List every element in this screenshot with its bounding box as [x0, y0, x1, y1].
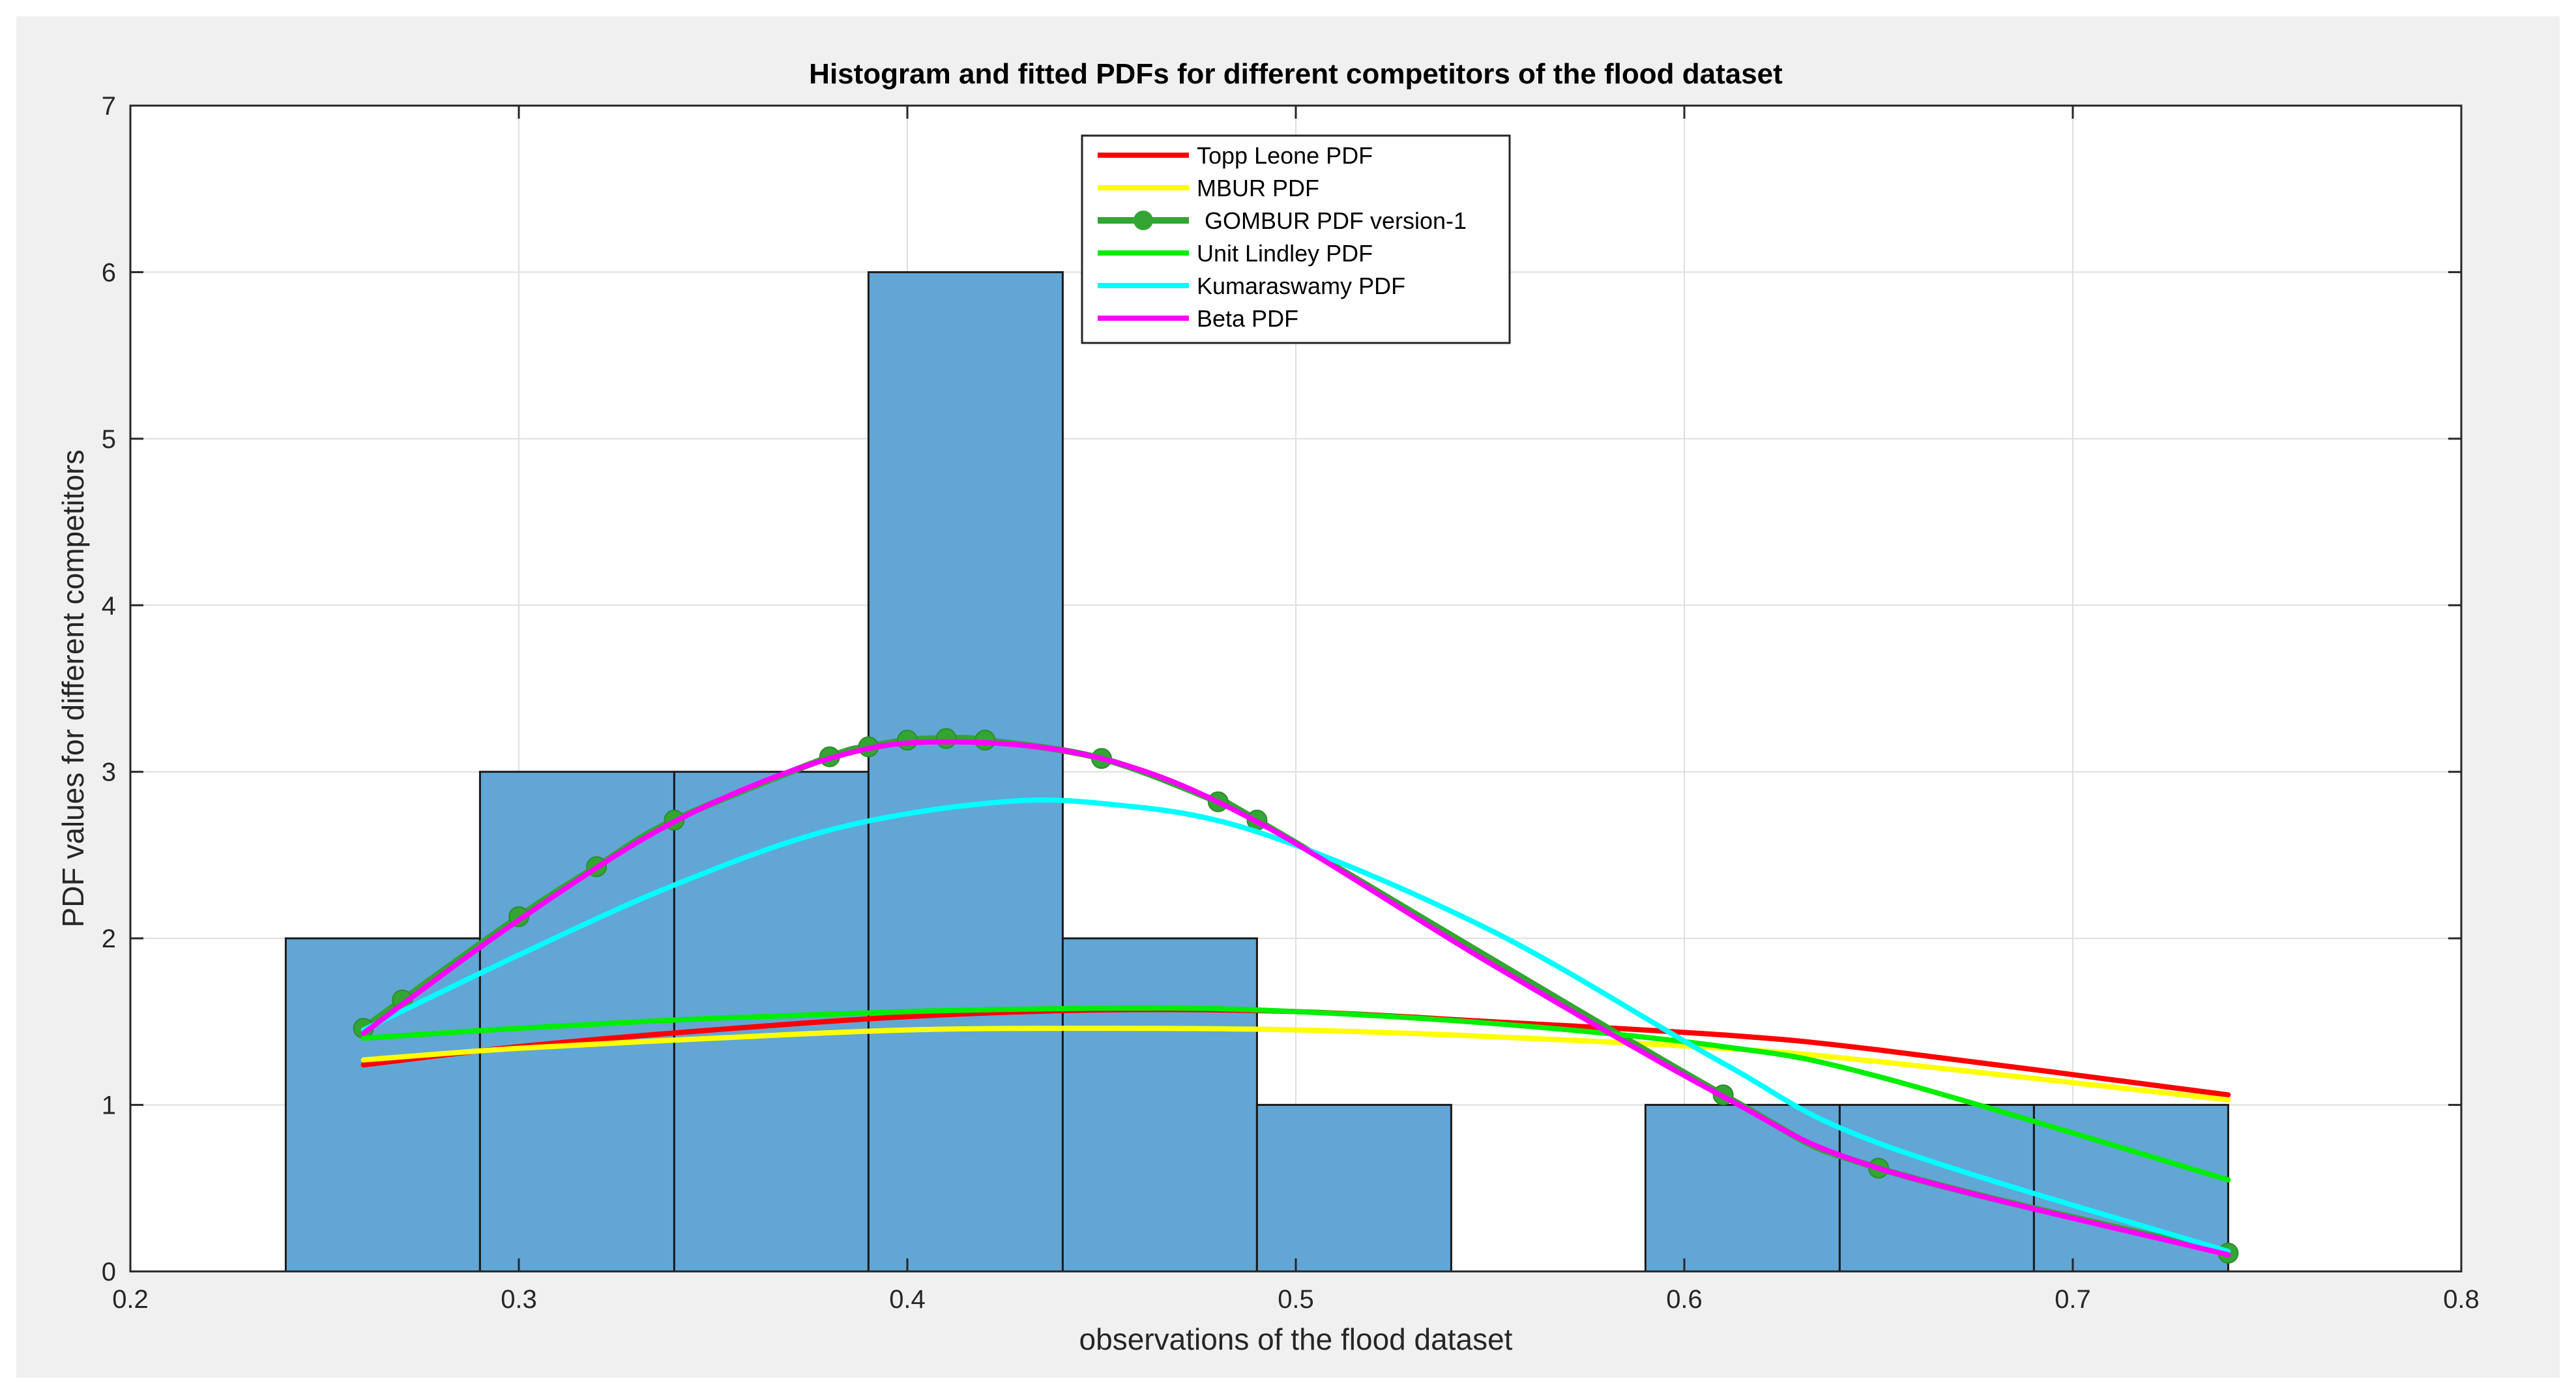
histogram-bar: [1838, 1104, 2035, 1273]
y-axis-label: PDF values for different competitors: [56, 450, 90, 928]
x-tick-label: 0.6: [1666, 1285, 1703, 1314]
legend-box: [1081, 134, 1511, 344]
x-tick-label: 0.2: [112, 1285, 149, 1314]
y-tick-label: 5: [102, 425, 116, 454]
legend-label: GOMBUR PDF version-1: [1205, 207, 1467, 234]
x-tick-label: 0.4: [889, 1285, 926, 1314]
legend-entry[interactable]: Beta PDF: [1098, 305, 1298, 332]
histogram-bar: [867, 271, 1064, 1273]
x-axis-label: observations of the flood dataset: [1079, 1322, 1513, 1356]
legend[interactable]: Topp Leone PDF MBUR PDF GOMBUR PDF version…: [1081, 134, 1511, 344]
legend-marker: [1134, 211, 1153, 230]
series-line: [360, 797, 2231, 1254]
histogram-bar: [1644, 1104, 1841, 1273]
histogram-bar: [1061, 937, 1258, 1273]
legend-entry[interactable]: Unit Lindley PDF: [1098, 240, 1373, 267]
x-axis-ticks: 0.2 0.3 0.4 0.5 0.6 0.7 0.8: [112, 106, 2480, 1314]
y-tick-label: 2: [102, 925, 116, 953]
x-tick-label: 0.8: [2443, 1285, 2480, 1314]
legend-entry[interactable]: Topp Leone PDF: [1098, 142, 1373, 169]
series-kumaraswamy-pdf: [360, 797, 2231, 1254]
series-mbur-pdf: [360, 1026, 2231, 1103]
y-tick-label: 1: [102, 1091, 116, 1120]
x-tick-label: 0.3: [501, 1285, 537, 1314]
legend-entry[interactable]: Kumaraswamy PDF: [1098, 273, 1405, 299]
y-tick-label: 3: [102, 758, 116, 787]
series-line: [360, 1005, 2231, 1183]
y-tick-label: 6: [102, 258, 116, 287]
legend-entry[interactable]: GOMBUR PDF version-1: [1098, 207, 1467, 234]
series-line: [360, 739, 2231, 1258]
x-tick-label: 0.7: [2055, 1285, 2091, 1314]
histogram-bars: [284, 271, 2229, 1273]
y-tick-label: 7: [102, 92, 116, 121]
legend-label: Kumaraswamy PDF: [1197, 273, 1405, 299]
pdf-curves: [353, 728, 2239, 1264]
y-tick-label: 4: [102, 591, 116, 620]
series-unit-lindley-pdf: [360, 1005, 2231, 1183]
series-marker: [935, 728, 957, 749]
legend-label: Beta PDF: [1197, 305, 1298, 332]
legend-label: MBUR PDF: [1197, 175, 1319, 201]
y-axis-ticks: 0 1 2 3 4 5 6 7: [102, 92, 2461, 1286]
legend-entry[interactable]: MBUR PDF: [1098, 175, 1319, 201]
legend-label: Unit Lindley PDF: [1197, 240, 1373, 267]
series-line: [360, 1026, 2231, 1103]
x-tick-label: 0.5: [1278, 1285, 1314, 1314]
histogram-bar: [1255, 1104, 1452, 1273]
y-tick-label: 0: [102, 1258, 116, 1286]
series-beta-pdf: [360, 739, 2231, 1258]
chart-title: Histogram and fitted PDFs for different …: [809, 58, 1783, 90]
legend-label: Topp Leone PDF: [1197, 142, 1373, 169]
